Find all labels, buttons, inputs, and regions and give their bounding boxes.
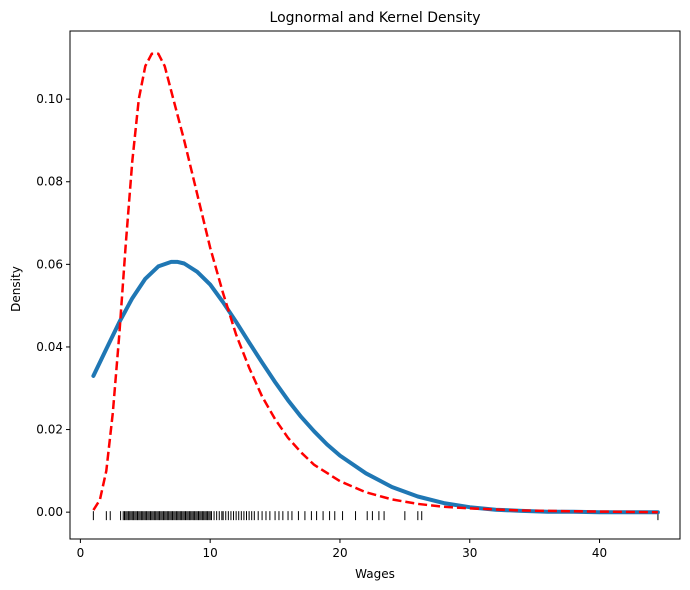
x-tick-label: 30: [462, 546, 477, 560]
y-tick-label: 0.08: [36, 175, 63, 189]
y-tick-label: 0.10: [36, 92, 63, 106]
x-tick-label: 20: [332, 546, 347, 560]
rug-plot: [92, 511, 659, 521]
y-tick-label: 0.00: [36, 505, 63, 519]
axes-frame: [69, 30, 681, 540]
x-tick-label: 40: [592, 546, 607, 560]
dashed-density-line: [92, 52, 658, 514]
chart-title: Lognormal and Kernel Density: [270, 10, 481, 26]
axes: 0 10 20 30 40 0.00 0.02 0.04 0.06 0.08 0.10: [36, 30, 681, 560]
x-tick-label: 0: [77, 546, 85, 560]
x-tick-label: 10: [203, 546, 218, 560]
y-axis-label: Density: [9, 266, 23, 312]
y-tick-label: 0.04: [36, 340, 63, 354]
series-lines: [91, 52, 660, 515]
y-tick-label: 0.02: [36, 423, 63, 437]
y-tick-label: 0.06: [36, 257, 63, 271]
x-axis-label: Wages: [355, 567, 395, 581]
